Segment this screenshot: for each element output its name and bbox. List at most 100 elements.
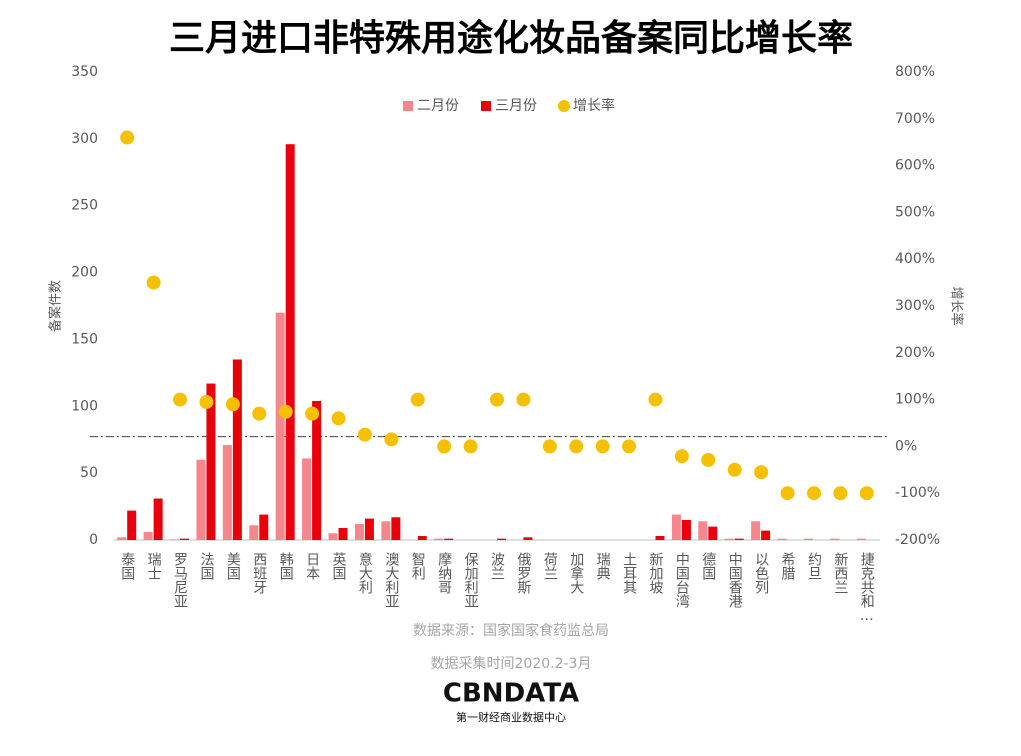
bar: [777, 538, 787, 540]
legend-label: 增长率: [573, 97, 615, 114]
bar: [180, 538, 190, 540]
brand: CBNDATA: [443, 679, 579, 709]
point: [410, 392, 425, 407]
bar: [751, 521, 761, 540]
point: [357, 427, 372, 442]
y-tick-label: 50: [80, 465, 98, 481]
y-tick-label: 150: [71, 331, 98, 347]
point: [437, 439, 452, 454]
x-tick-label: 土耳其: [621, 552, 637, 594]
bar: [232, 359, 242, 540]
point: [252, 406, 267, 421]
bar: [523, 537, 533, 540]
x-tick-label: 瑞士: [146, 552, 162, 580]
x-tick-label: 俄罗斯: [515, 552, 531, 595]
point: [648, 392, 663, 407]
x-tick-label: 新加坡: [647, 552, 663, 594]
y-tick-label: 0: [89, 532, 98, 548]
bar: [671, 514, 681, 540]
bar: [497, 538, 506, 540]
bar: [275, 312, 285, 540]
x-tick-label: 英国: [331, 551, 347, 580]
y2-tick-label: 300%: [895, 298, 935, 314]
point: [463, 439, 478, 454]
y2-tick-label: 600%: [895, 158, 935, 174]
x-tick-label: 加拿大: [568, 552, 584, 594]
x-tick-label: 泰国: [119, 552, 135, 580]
legend-swatch: [481, 101, 491, 111]
point: [569, 439, 584, 454]
point: [701, 452, 716, 467]
point: [305, 406, 320, 421]
bar: [698, 521, 708, 540]
bar: [724, 538, 734, 540]
y2-tick-label: 500%: [895, 204, 935, 220]
x-tick-label: 日本: [304, 552, 320, 580]
bar: [681, 519, 691, 540]
legend-label: 二月份: [417, 98, 459, 114]
y-tick-label: 100: [71, 398, 98, 414]
y2-axis-label: 增长率: [949, 286, 965, 325]
bar: [354, 523, 364, 540]
x-tick-label: 澳大利亚: [383, 552, 399, 608]
x-tick-label: 捷克共和…: [859, 552, 875, 624]
point: [120, 130, 135, 145]
bar: [259, 514, 269, 540]
x-tick-label: 美国: [225, 552, 241, 580]
bar: [381, 521, 391, 540]
bar: [312, 400, 322, 540]
x-tick-label: 中国台湾: [674, 552, 690, 608]
point: [806, 486, 821, 501]
y-tick-label: 300: [71, 131, 98, 147]
point: [199, 394, 214, 409]
bar: [434, 538, 444, 540]
chart-title: 三月进口非特殊用途化妆品备案同比增长率: [169, 17, 853, 59]
point: [622, 439, 637, 454]
bar: [222, 445, 232, 540]
bar: [830, 538, 840, 540]
bar: [417, 535, 427, 540]
point: [833, 486, 848, 501]
x-tick-label: 中国香港: [727, 552, 743, 608]
bar: [127, 510, 137, 540]
x-tick-label: 约旦: [806, 552, 822, 580]
x-tick-label: 荷兰: [542, 552, 558, 580]
point: [780, 486, 795, 501]
x-tick-label: 意大利: [357, 551, 373, 594]
point: [173, 392, 188, 407]
y2-tick-label: 700%: [895, 111, 935, 127]
note: 数据采集时间2020.2-3月: [431, 655, 592, 672]
point: [859, 486, 874, 501]
x-tick-label: 法国: [198, 552, 214, 580]
legend-label: 三月份: [495, 98, 537, 114]
x-tick-label: 智利: [410, 552, 426, 580]
point: [331, 411, 346, 426]
bar: [249, 525, 259, 540]
y-tick-label: 200: [71, 265, 98, 281]
x-tick-label: 罗马尼亚: [172, 552, 188, 608]
bar: [196, 459, 206, 540]
y2-tick-label: -200%: [895, 532, 940, 548]
bar: [206, 383, 216, 540]
y-tick-label: 350: [71, 64, 98, 80]
bar: [856, 538, 866, 540]
point: [384, 432, 399, 447]
x-tick-label: 希腊: [780, 552, 796, 581]
y2-tick-label: 0%: [895, 438, 917, 454]
point: [727, 462, 742, 477]
x-tick-label: 韩国: [278, 552, 294, 580]
x-tick-label: 波兰: [489, 552, 505, 580]
legend-swatch: [558, 100, 570, 112]
bar: [708, 526, 718, 540]
bar: [803, 538, 813, 540]
y2-tick-label: 100%: [895, 392, 935, 408]
x-tick-label: 瑞典: [595, 552, 611, 580]
point: [542, 439, 557, 454]
source: 数据来源：国家国家食药监总局: [413, 622, 609, 639]
point: [595, 439, 610, 454]
x-tick-label: 西班牙: [251, 552, 267, 595]
point: [278, 404, 293, 419]
bar: [117, 537, 127, 540]
bar: [285, 144, 295, 540]
